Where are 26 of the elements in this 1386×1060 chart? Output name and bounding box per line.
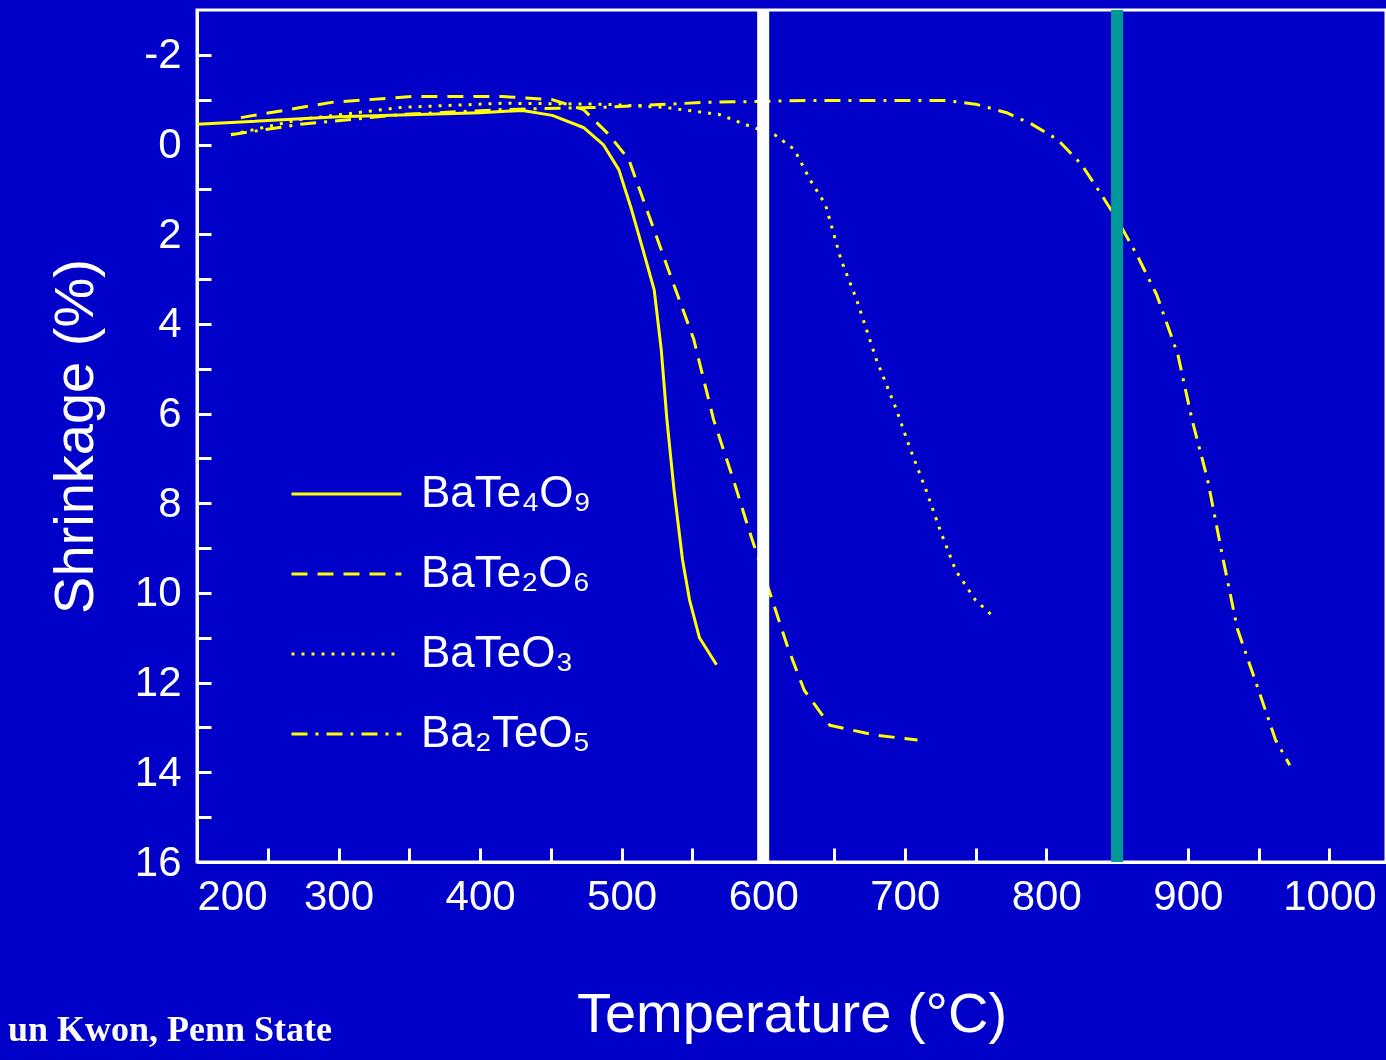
y-tick-label: 14 bbox=[134, 747, 182, 795]
x-tick-label: 300 bbox=[304, 871, 375, 919]
y-tick-label: 16 bbox=[134, 837, 182, 885]
x-tick-label: 200 bbox=[197, 871, 268, 919]
y-tick-label: -2 bbox=[144, 30, 182, 78]
x-tick-label: 600 bbox=[728, 871, 799, 919]
x-tick-label: 500 bbox=[587, 871, 658, 919]
y-tick-label: 4 bbox=[158, 299, 182, 347]
x-tick-label: 400 bbox=[445, 871, 516, 919]
x-tick-label: 900 bbox=[1153, 871, 1224, 919]
x-axis-title: Temperature (°C) bbox=[576, 980, 1008, 1044]
x-tick-label: 700 bbox=[870, 871, 941, 919]
y-tick-label: 10 bbox=[134, 568, 182, 616]
legend-label: BaTe₂O₆ bbox=[421, 547, 591, 596]
y-tick-label: 2 bbox=[158, 209, 182, 257]
y-tick-label: 0 bbox=[158, 120, 182, 168]
text: un Kwon, Penn State bbox=[8, 1009, 333, 1049]
y-tick-label: 8 bbox=[158, 478, 182, 526]
legend-label: Ba₂TeO₅ bbox=[421, 707, 591, 756]
y-tick-label: 6 bbox=[158, 389, 182, 437]
x-tick-label: 1000 bbox=[1283, 871, 1377, 919]
legend-label: BaTeO₃ bbox=[421, 627, 574, 676]
y-axis-title: Shrinkage (%) bbox=[41, 259, 105, 614]
y-tick-label: 12 bbox=[134, 658, 182, 706]
x-tick-label: 800 bbox=[1011, 871, 1082, 919]
legend-label: BaTe₄O₉ bbox=[421, 467, 591, 516]
